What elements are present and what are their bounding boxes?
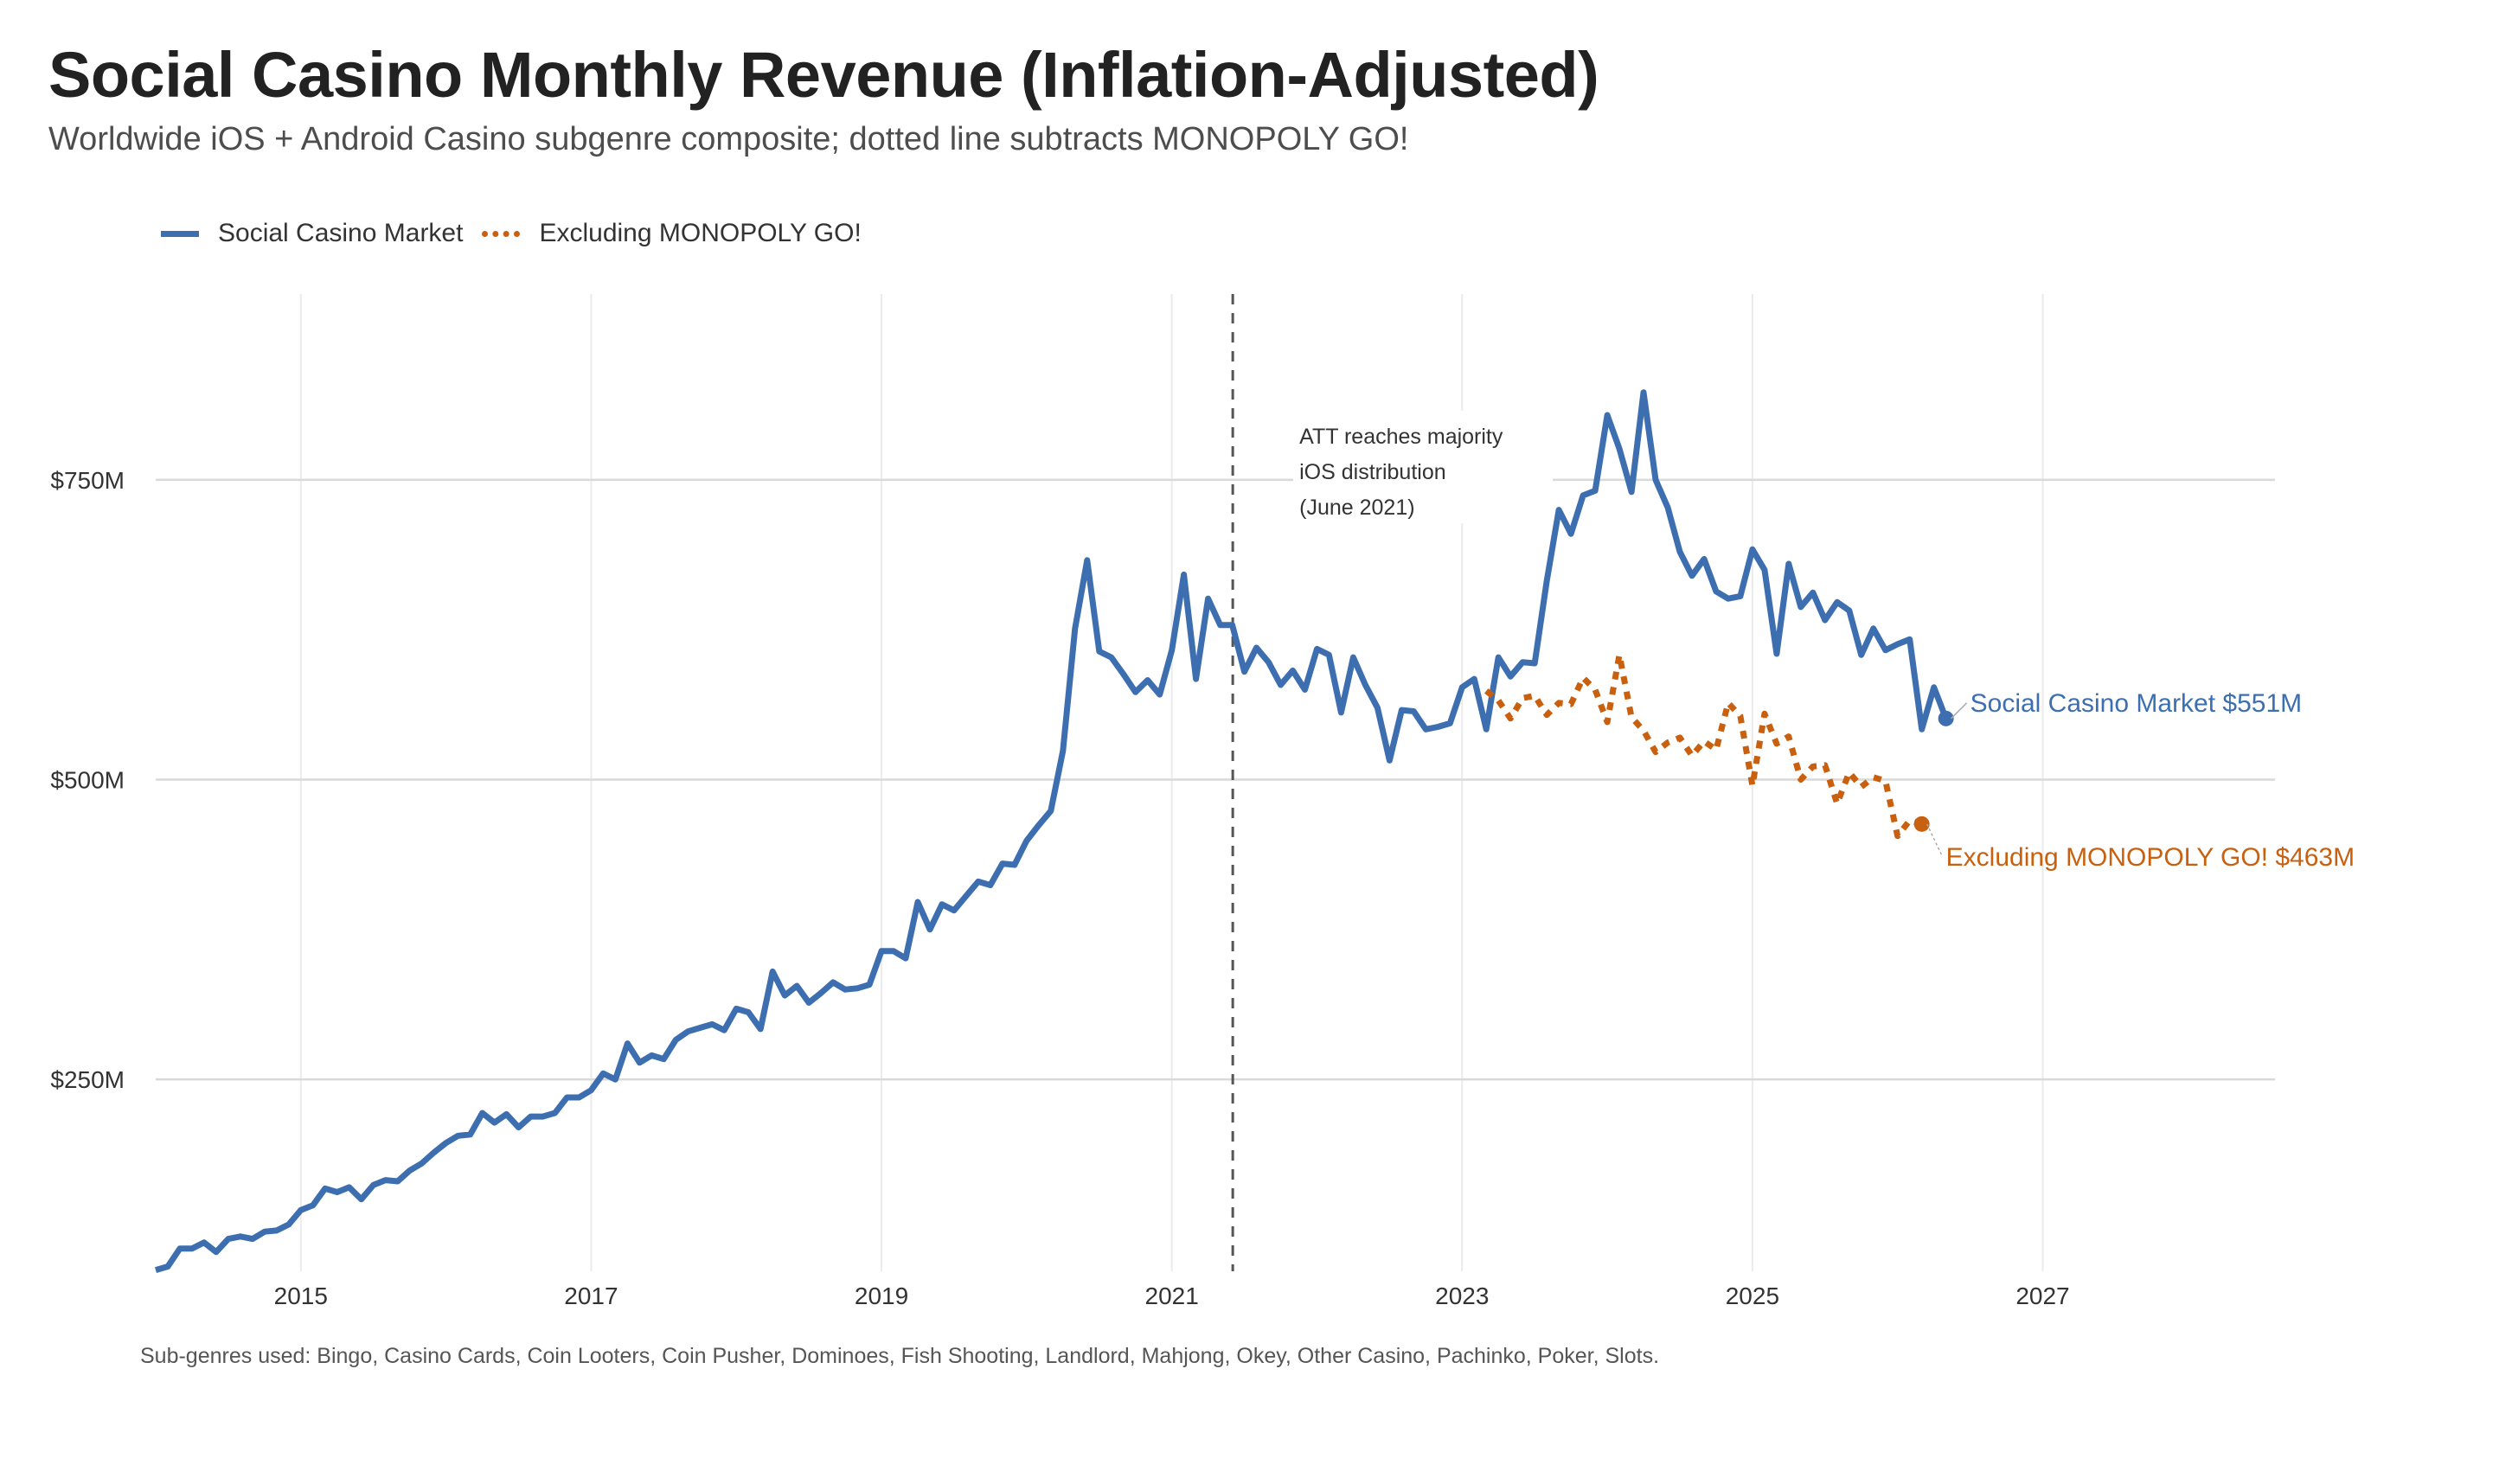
- legend-item-excluding: Excluding MONOPOLY GO!: [482, 219, 862, 248]
- series-end-label: Excluding MONOPOLY GO! $463M: [1946, 843, 2355, 872]
- y-tick-label: $250M: [50, 1066, 125, 1093]
- annotation-text: iOS distribution: [1299, 460, 1446, 484]
- x-tick-label: 2021: [1145, 1283, 1199, 1309]
- annotation-text: (June 2021): [1299, 496, 1414, 520]
- chart-caption: Sub-genres used: Bingo, Casino Cards, Co…: [140, 1344, 1660, 1368]
- series-end-label: Social Casino Market $551M: [1971, 689, 2303, 718]
- legend-item-market: Social Casino Market: [161, 219, 463, 248]
- x-tick-label: 2023: [1435, 1283, 1489, 1309]
- y-tick-label: $500M: [50, 767, 125, 794]
- series-endpoint: [1938, 710, 1954, 726]
- legend-label-excluding: Excluding MONOPOLY GO!: [539, 219, 862, 247]
- annotation-background: [1293, 411, 1554, 523]
- x-tick-label: 2019: [855, 1283, 908, 1309]
- x-tick-label: 2015: [274, 1283, 328, 1309]
- annotation-text: ATT reaches majority: [1299, 425, 1503, 449]
- chart-title: Social Casino Monthly Revenue (Inflation…: [48, 39, 1599, 111]
- legend-key-solid: [161, 230, 199, 237]
- series-line-market: [155, 389, 1949, 1273]
- x-tick-label: 2025: [1726, 1283, 1779, 1309]
- legend-key-dotted: [482, 230, 521, 237]
- x-tick-label: 2017: [564, 1283, 618, 1309]
- legend: Social Casino Market Excluding MONOPOLY …: [161, 216, 881, 251]
- legend-label-market: Social Casino Market: [218, 219, 464, 247]
- y-tick-label: $750M: [50, 467, 125, 494]
- end-label-leader: [1951, 702, 1968, 720]
- end-label-leader: [1926, 823, 1944, 858]
- series-line-excluding: [1484, 651, 1923, 840]
- chart-subtitle: Worldwide iOS + Android Casino subgenre …: [48, 121, 1409, 157]
- series-endpoint: [1913, 816, 1930, 832]
- x-tick-label: 2027: [2015, 1283, 2069, 1309]
